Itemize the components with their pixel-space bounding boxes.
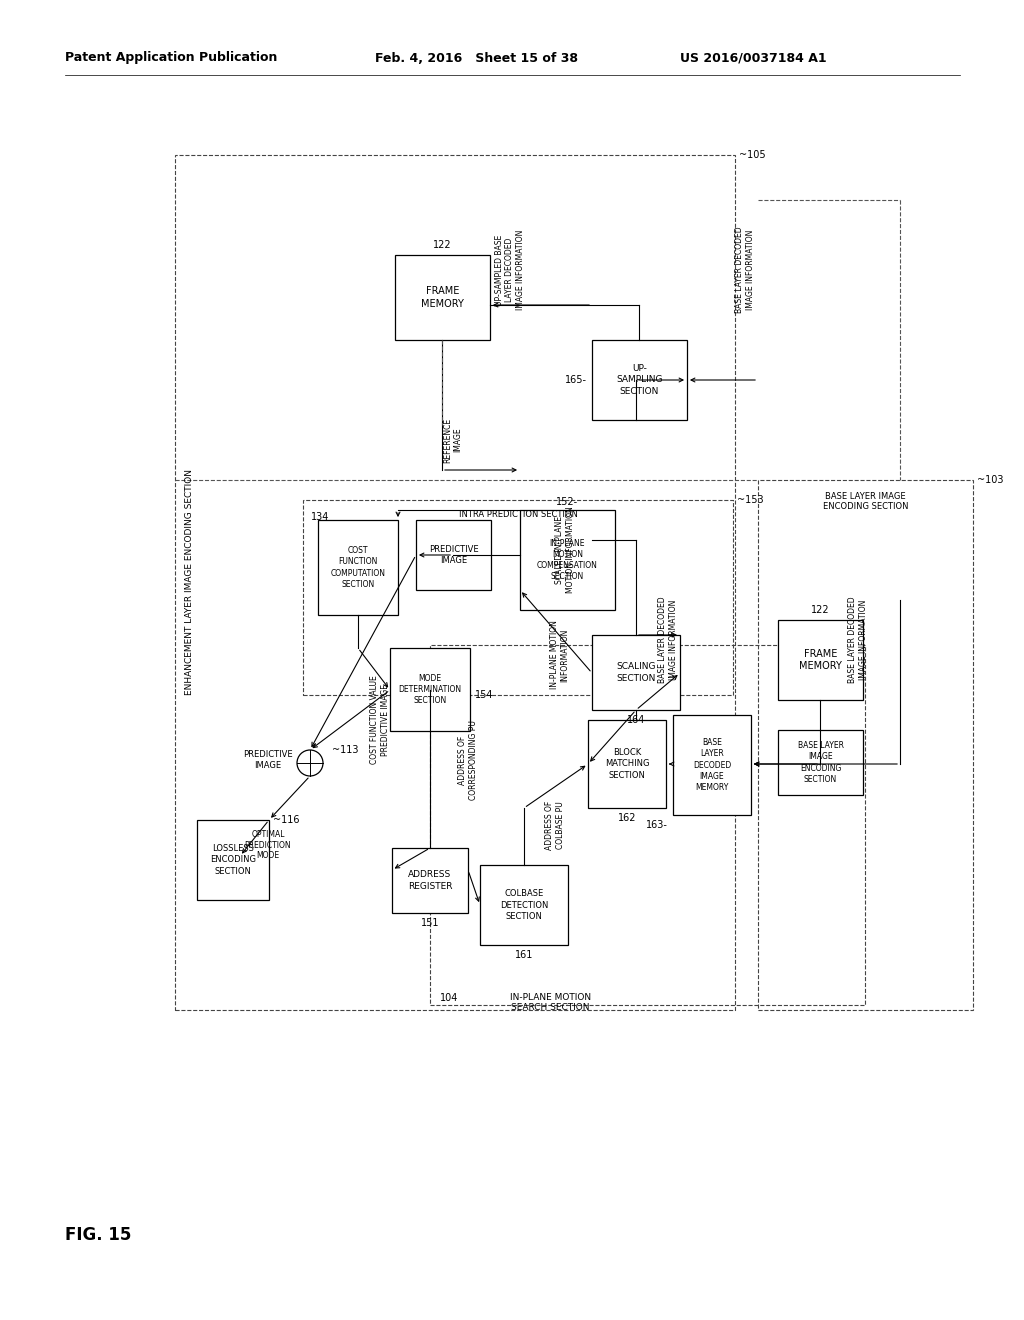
Text: 104: 104 <box>440 993 459 1003</box>
Bar <box>175 154 735 1010</box>
Bar <box>778 730 863 795</box>
Text: REFERENCE
IMAGE: REFERENCE IMAGE <box>443 417 463 462</box>
Text: BLOCK
MATCHING
SECTION: BLOCK MATCHING SECTION <box>605 748 649 780</box>
Text: 163-: 163- <box>646 820 668 830</box>
Text: COLBASE
DETECTION
SECTION: COLBASE DETECTION SECTION <box>500 890 548 920</box>
Text: BASE LAYER IMAGE
ENCODING SECTION: BASE LAYER IMAGE ENCODING SECTION <box>822 492 908 511</box>
Text: 162: 162 <box>617 813 636 822</box>
Bar <box>520 510 615 610</box>
Text: US 2016/0037184 A1: US 2016/0037184 A1 <box>680 51 826 65</box>
Text: 164: 164 <box>627 715 645 725</box>
Bar <box>588 719 666 808</box>
Text: 151: 151 <box>421 917 439 928</box>
Text: UP-SAMPLED BASE
LAYER DECODED
IMAGE INFORMATION: UP-SAMPLED BASE LAYER DECODED IMAGE INFO… <box>495 230 525 310</box>
Text: 161: 161 <box>515 950 534 960</box>
Text: LOSSLESS
ENCODING
SECTION: LOSSLESS ENCODING SECTION <box>210 845 256 875</box>
Bar <box>395 255 490 341</box>
Text: BASE LAYER DECODED
IMAGE INFORMATION: BASE LAYER DECODED IMAGE INFORMATION <box>848 597 867 684</box>
Text: BASE LAYER DECODED
IMAGE INFORMATION: BASE LAYER DECODED IMAGE INFORMATION <box>658 597 678 684</box>
Bar <box>430 645 865 1005</box>
Text: PREDICTIVE
IMAGE: PREDICTIVE IMAGE <box>243 750 293 770</box>
Text: ~103: ~103 <box>977 475 1004 484</box>
Text: FRAME
MEMORY: FRAME MEMORY <box>799 649 842 671</box>
Text: 122: 122 <box>811 605 829 615</box>
Text: BASE LAYER DECODED
IMAGE INFORMATION: BASE LAYER DECODED IMAGE INFORMATION <box>735 227 755 313</box>
Text: 152-: 152- <box>556 498 579 507</box>
Bar <box>673 715 751 814</box>
Text: SCALING
SECTION: SCALING SECTION <box>616 663 655 682</box>
Text: COST FUNCTION VALUE
PREDICTIVE IMAGE: COST FUNCTION VALUE PREDICTIVE IMAGE <box>371 676 390 764</box>
Text: SCALED IN-PLANE
MOTION INFORMATION: SCALED IN-PLANE MOTION INFORMATION <box>555 507 574 594</box>
Text: PREDICTIVE
IMAGE: PREDICTIVE IMAGE <box>429 545 478 565</box>
Text: ~105: ~105 <box>739 150 766 160</box>
Text: UP-
SAMPLING
SECTION: UP- SAMPLING SECTION <box>616 364 663 396</box>
Text: ADDRESS
REGISTER: ADDRESS REGISTER <box>408 870 453 891</box>
Text: FRAME
MEMORY: FRAME MEMORY <box>421 286 464 309</box>
Bar <box>390 648 470 731</box>
Text: 154: 154 <box>475 689 494 700</box>
Bar <box>392 847 468 913</box>
Text: ~116: ~116 <box>273 814 299 825</box>
Bar <box>592 635 680 710</box>
Text: 134: 134 <box>311 512 330 521</box>
Circle shape <box>297 750 323 776</box>
Bar <box>758 480 973 1010</box>
Text: ADDRESS OF
CORRESPONDING PU: ADDRESS OF CORRESPONDING PU <box>459 721 478 800</box>
Text: FIG. 15: FIG. 15 <box>65 1226 131 1243</box>
Text: IN-PLANE MOTION
INFORMATION: IN-PLANE MOTION INFORMATION <box>550 620 569 689</box>
Text: ADDRESS OF
COLBASE PU: ADDRESS OF COLBASE PU <box>546 800 564 850</box>
Text: IN-PLANE MOTION
SEARCH SECTION: IN-PLANE MOTION SEARCH SECTION <box>510 993 591 1012</box>
Text: Patent Application Publication: Patent Application Publication <box>65 51 278 65</box>
Text: ENHANCEMENT LAYER IMAGE ENCODING SECTION: ENHANCEMENT LAYER IMAGE ENCODING SECTION <box>184 469 194 696</box>
Text: IN-PLANE
MOTION
COMPENSATION
SECTION: IN-PLANE MOTION COMPENSATION SECTION <box>537 539 598 581</box>
Bar <box>480 865 568 945</box>
Bar <box>303 500 733 696</box>
Text: BASE
LAYER
DECODED
IMAGE
MEMORY: BASE LAYER DECODED IMAGE MEMORY <box>693 738 731 792</box>
Text: MODE
DETERMINATION
SECTION: MODE DETERMINATION SECTION <box>398 675 462 705</box>
Text: INTRA PREDICTION SECTION: INTRA PREDICTION SECTION <box>459 510 578 519</box>
Text: 165-: 165- <box>565 375 587 385</box>
Bar <box>416 520 490 590</box>
Bar <box>318 520 398 615</box>
Text: BASE LAYER
IMAGE
ENCODING
SECTION: BASE LAYER IMAGE ENCODING SECTION <box>798 742 844 784</box>
Text: Feb. 4, 2016   Sheet 15 of 38: Feb. 4, 2016 Sheet 15 of 38 <box>375 51 578 65</box>
Text: OPTIMAL
PREDICTION
MODE: OPTIMAL PREDICTION MODE <box>245 830 291 859</box>
Bar <box>197 820 269 900</box>
Text: COST
FUNCTION
COMPUTATION
SECTION: COST FUNCTION COMPUTATION SECTION <box>331 546 385 589</box>
Text: ~153: ~153 <box>737 495 764 506</box>
Bar <box>778 620 863 700</box>
Text: 122: 122 <box>433 240 452 249</box>
Text: ~113: ~113 <box>332 744 358 755</box>
Bar <box>592 341 687 420</box>
